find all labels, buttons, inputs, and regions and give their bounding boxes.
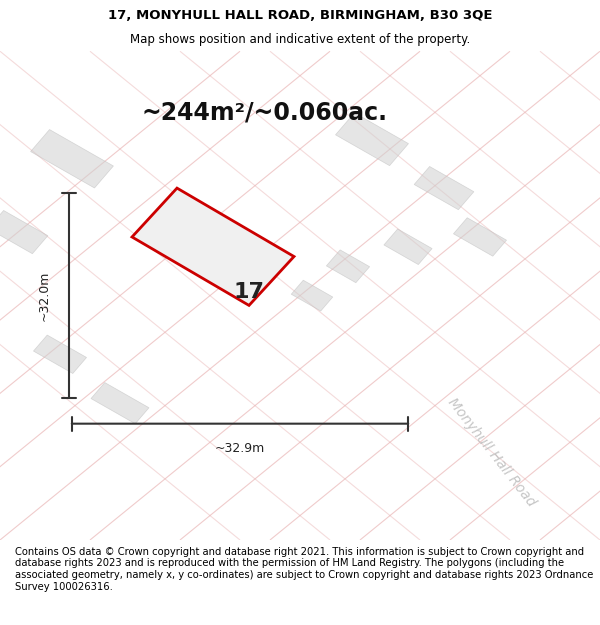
Text: 17: 17 [233,282,265,302]
Polygon shape [132,188,294,306]
Polygon shape [34,335,86,374]
Text: ~32.9m: ~32.9m [215,442,265,454]
Text: Contains OS data © Crown copyright and database right 2021. This information is : Contains OS data © Crown copyright and d… [15,547,593,592]
Text: Map shows position and indicative extent of the property.: Map shows position and indicative extent… [130,34,470,46]
Polygon shape [0,211,48,254]
Polygon shape [454,217,506,256]
Polygon shape [326,250,370,282]
Text: Monyhull Hall Road: Monyhull Hall Road [445,395,539,509]
Polygon shape [414,166,474,210]
Polygon shape [31,129,113,188]
Polygon shape [291,280,333,311]
Text: ~244m²/~0.060ac.: ~244m²/~0.060ac. [141,101,387,124]
Text: 17, MONYHULL HALL ROAD, BIRMINGHAM, B30 3QE: 17, MONYHULL HALL ROAD, BIRMINGHAM, B30 … [108,9,492,22]
Text: ~32.0m: ~32.0m [37,271,50,321]
Polygon shape [384,229,432,264]
Polygon shape [91,382,149,424]
Polygon shape [335,112,409,166]
